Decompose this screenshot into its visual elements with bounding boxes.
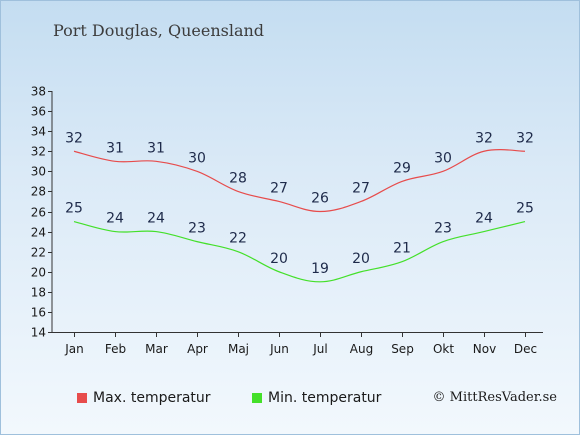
x-tick-label: Feb <box>105 342 126 356</box>
x-tick-label: Apr <box>187 342 208 356</box>
x-tick-label: Jan <box>64 342 84 356</box>
data-label-min: 24 <box>106 211 124 227</box>
data-label-max: 29 <box>393 160 411 176</box>
x-tick-label: Mar <box>145 342 168 356</box>
data-label-max: 30 <box>188 150 206 166</box>
y-tick-label: 18 <box>31 286 46 300</box>
y-tick-label: 28 <box>31 185 46 199</box>
data-label-min: 24 <box>147 211 165 227</box>
x-tick-label: Jul <box>312 342 327 356</box>
data-label-min: 22 <box>229 231 247 247</box>
data-label-min: 21 <box>393 241 411 257</box>
data-label-min: 25 <box>516 201 534 217</box>
legend-max-swatch <box>77 393 87 403</box>
data-label-min: 25 <box>65 201 83 217</box>
data-label-min: 23 <box>188 221 206 237</box>
legend-min-label: Min. temperatur <box>268 390 382 406</box>
data-label-min: 19 <box>311 261 329 277</box>
y-tick-label: 32 <box>31 145 46 159</box>
data-label-min: 20 <box>352 251 370 267</box>
data-label-max: 31 <box>106 140 124 156</box>
legend-max: Max. temperatur <box>77 390 211 406</box>
series-line-min <box>73 220 526 283</box>
y-tick-label: 26 <box>31 206 46 220</box>
x-tick-label: Dec <box>514 342 537 356</box>
x-tick-label: Sep <box>391 342 414 356</box>
y-tick-label: 14 <box>31 326 46 340</box>
data-label-max: 31 <box>147 140 165 156</box>
data-label-max: 32 <box>516 130 534 146</box>
y-tick-label: 34 <box>31 125 46 139</box>
y-tick-label: 38 <box>31 85 46 99</box>
series-line-max <box>73 149 526 213</box>
x-tick-label: Nov <box>473 342 496 356</box>
y-tick-label: 22 <box>31 246 46 260</box>
x-tick-label: Aug <box>350 342 373 356</box>
y-tick-label: 20 <box>31 266 46 280</box>
data-label-min: 20 <box>270 251 288 267</box>
legend-max-label: Max. temperatur <box>93 390 211 406</box>
chart-title: Port Douglas, Queensland <box>53 21 265 40</box>
data-label-max: 32 <box>65 130 83 146</box>
data-label-max: 26 <box>311 191 329 207</box>
x-tick-label: Maj <box>228 342 249 356</box>
data-label-max: 27 <box>270 180 288 196</box>
y-tick-label: 24 <box>31 226 46 240</box>
legend-min-swatch <box>252 393 262 403</box>
data-label-max: 30 <box>434 150 452 166</box>
y-tick-label: 30 <box>31 165 46 179</box>
data-label-min: 24 <box>475 211 493 227</box>
x-tick-label: Jun <box>269 342 289 356</box>
legend-min: Min. temperatur <box>252 390 381 406</box>
x-tick-label: Okt <box>433 342 454 356</box>
y-tick-label: 36 <box>31 105 46 119</box>
data-label-max: 28 <box>229 170 247 186</box>
data-label-min: 23 <box>434 221 452 237</box>
data-label-max: 32 <box>475 130 493 146</box>
data-label-max: 27 <box>352 180 370 196</box>
credit-text: © MittResVader.se <box>432 390 557 405</box>
y-tick-label: 16 <box>31 306 46 320</box>
